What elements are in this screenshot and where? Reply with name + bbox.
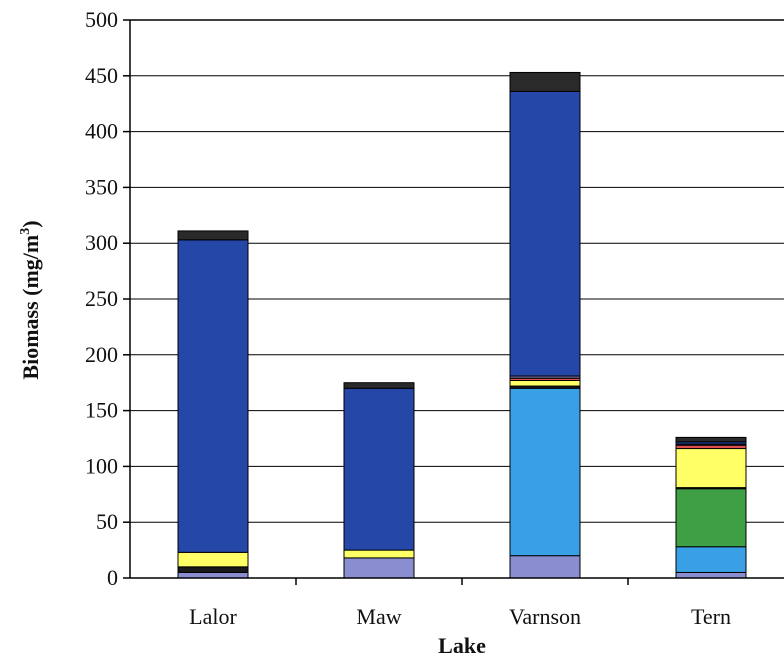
bar-segment-maw-8	[343, 382, 415, 389]
y-axis-title: Biomass (mg/m3)	[18, 220, 43, 379]
bar-segment-lalor-8	[177, 230, 249, 241]
y-tick-label: 100	[85, 453, 118, 478]
y-tick-labels: 0 50 100 150 200 250 300 350 400 450 500	[85, 7, 130, 590]
y-axis-title-close: )	[18, 220, 43, 227]
bars	[177, 71, 747, 579]
y-tick-label: 500	[85, 7, 118, 32]
y-tick-label: 350	[85, 174, 118, 199]
bar-segment-lalor-4	[177, 551, 249, 568]
bar-segment-lalor-7	[177, 239, 249, 553]
y-tick-label: 300	[85, 230, 118, 255]
x-tick-label-varnson: Varnson	[509, 604, 581, 629]
y-tick-label: 250	[85, 286, 118, 311]
bar-segment-lalor-3	[177, 566, 249, 573]
y-tick-label: 400	[85, 119, 118, 144]
y-axis-title-main: Biomass (mg/m	[18, 235, 43, 380]
bar-segment-maw-4	[343, 549, 415, 559]
y-axis-title-superscript: 3	[18, 228, 33, 235]
bar-segment-lalor-0	[177, 571, 249, 579]
x-tick-labels: Lalor Maw Varnson Tern	[189, 578, 731, 629]
y-tick-label: 450	[85, 63, 118, 88]
bar-segment-maw-7	[343, 387, 415, 551]
bar-segment-tern-0	[675, 571, 747, 579]
y-tick-label: 200	[85, 342, 118, 367]
x-tick-label-tern: Tern	[691, 604, 731, 629]
y-tick-label: 0	[107, 565, 118, 590]
bar-segment-tern-1	[675, 546, 747, 573]
bar-segment-varnson-1	[509, 387, 581, 557]
bar-segment-tern-8	[675, 436, 747, 443]
x-tick-label-lalor: Lalor	[189, 604, 237, 629]
y-tick-label: 150	[85, 398, 118, 423]
bar-segment-varnson-0	[509, 555, 581, 579]
bar-segment-tern-4	[675, 448, 747, 489]
bar-segment-tern-2	[675, 488, 747, 548]
y-tick-label: 50	[96, 509, 118, 534]
x-tick-label-maw: Maw	[356, 604, 401, 629]
bar-segment-varnson-8	[509, 71, 581, 92]
bar-segment-tern-5	[675, 444, 747, 450]
x-axis-title: Lake	[438, 633, 486, 658]
bar-segment-varnson-7	[509, 90, 581, 377]
bar-segment-varnson-4	[509, 379, 581, 387]
bar-segment-maw-0	[343, 557, 415, 579]
